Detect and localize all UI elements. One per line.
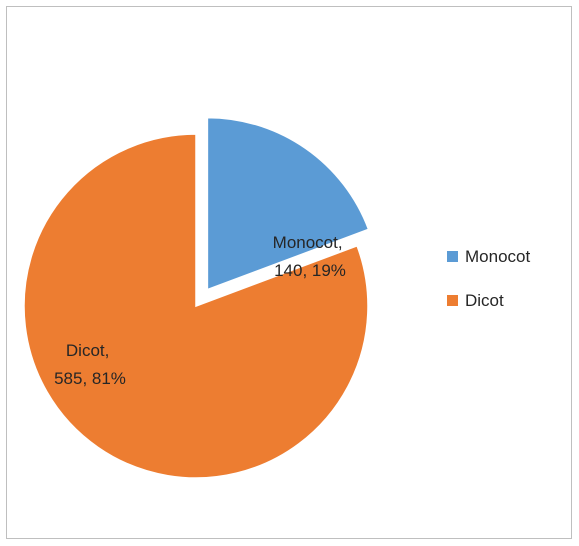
data-label-monocot-line2: 140, 19% [274,261,346,280]
legend: Monocot Dicot [447,247,530,310]
legend-label-dicot: Dicot [465,291,504,310]
pie-slices [24,118,369,478]
legend-label-monocot: Monocot [465,247,530,266]
data-label-dicot-line1: Dicot, [66,341,109,360]
legend-swatch-dicot [447,295,458,306]
data-label-dicot-line2: 585, 81% [54,369,126,388]
legend-swatch-monocot [447,251,458,262]
data-label-monocot-line1: Monocot, [273,233,343,252]
